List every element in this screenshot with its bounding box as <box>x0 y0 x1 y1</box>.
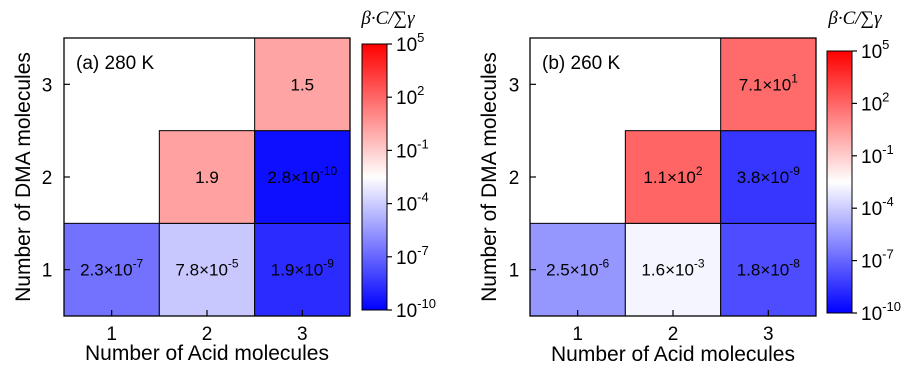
colorbar-tick-label: 10-1 <box>861 142 894 168</box>
y-tick-label: 2 <box>42 168 53 189</box>
colorbar <box>826 50 853 314</box>
colorbar-tick-label: 105 <box>861 37 889 63</box>
colorbar-tick-label: 10-7 <box>396 243 429 269</box>
panel-label: (b) 260 K <box>542 53 620 74</box>
x-tick-label: 3 <box>763 324 774 345</box>
cell-value-label: 2.5×10-6 <box>546 257 609 280</box>
panel-a: 2.3×10-7 7.8×10-5 1.9×10-9 1.9 2.8×10-10 1.5 1… <box>12 8 436 365</box>
colorbar-tick-label: 102 <box>396 83 424 109</box>
x-axis-title: Number of Acid molecules <box>551 343 795 366</box>
y-tick-label: 3 <box>509 75 520 96</box>
y-tick-label: 2 <box>509 168 520 189</box>
heatmap-cell <box>63 222 160 317</box>
heatmap-cell <box>254 37 351 132</box>
cell-value-label: 2.8×10-10 <box>267 164 337 187</box>
colorbar-tick-label: 10-4 <box>396 190 429 216</box>
x-tick-label: 2 <box>202 324 213 345</box>
cell-value-label: 1.9 <box>195 168 219 187</box>
colorbar-tick-label: 10-7 <box>861 247 894 273</box>
heatmap-cell <box>720 130 817 224</box>
x-tick-label: 1 <box>106 324 117 345</box>
cell-value-label: 7.1×101 <box>739 71 798 94</box>
heatmap-cell <box>254 130 351 224</box>
colorbar-title: β·C/∑γ <box>827 8 882 29</box>
cell-value-label: 1.8×10-8 <box>737 257 800 280</box>
panel-label: (a) 280 K <box>76 53 154 74</box>
x-tick-label: 3 <box>297 324 308 345</box>
colorbar-tick-label: 10-10 <box>861 299 901 325</box>
heatmap-cell <box>720 222 817 317</box>
colorbar-title: β·C/∑γ <box>360 8 415 29</box>
colorbar-tick-label: 10-1 <box>396 136 429 162</box>
cell-value-label: 3.8×10-9 <box>737 164 800 187</box>
y-tick-label: 1 <box>42 261 53 282</box>
cell-value-label: 1.6×10-3 <box>641 257 704 280</box>
x-tick-label: 1 <box>572 324 583 345</box>
heatmap-cell <box>529 222 626 317</box>
colorbar-tick-label: 102 <box>861 89 889 115</box>
y-tick-label: 3 <box>42 75 53 96</box>
y-axis-title: Number of DMA molecules <box>478 52 501 302</box>
colorbar-tick-label: 10-10 <box>396 296 436 322</box>
colorbar-tick-label: 105 <box>396 30 424 56</box>
panel-b: 2.5×10-6 1.6×10-3 1.8×10-8 1.1×102 3.8×10-9 7… <box>478 8 901 366</box>
cell-value-label: 1.5 <box>291 75 315 94</box>
colorbar <box>361 43 388 311</box>
heatmap-cell <box>158 222 256 317</box>
colorbar-tick-label: 10-4 <box>861 194 894 220</box>
cell-value-label: 1.9×10-9 <box>271 257 334 280</box>
y-tick-label: 1 <box>509 261 520 282</box>
cell-value-label: 2.3×10-7 <box>80 257 143 280</box>
heatmap-cell <box>624 130 722 224</box>
x-axis-title: Number of Acid molecules <box>85 342 329 365</box>
cell-value-label: 1.1×102 <box>643 164 702 187</box>
cell-value-label: 7.8×10-5 <box>175 257 238 280</box>
heatmap-cell <box>720 37 817 132</box>
x-tick-label: 2 <box>668 324 679 345</box>
y-axis-title: Number of DMA molecules <box>12 52 35 302</box>
